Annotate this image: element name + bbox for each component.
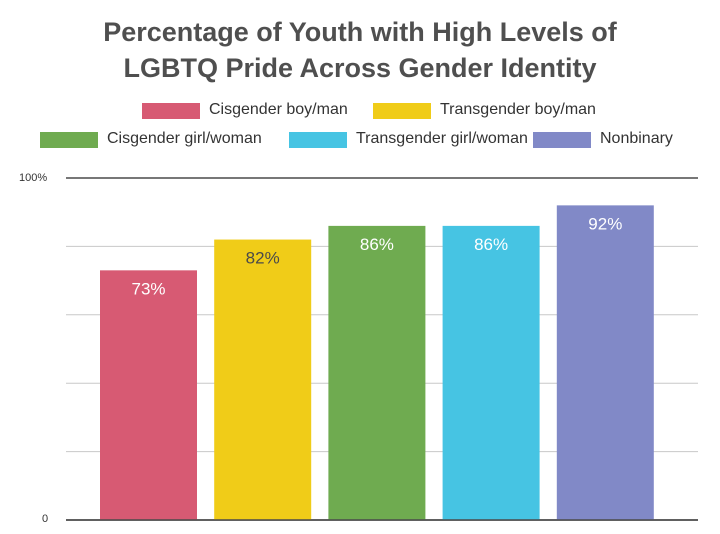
- y-axis: 100% 0: [19, 172, 48, 525]
- chart-title-line-1: Percentage of Youth with High Levels of: [103, 17, 617, 47]
- bar-4: [442, 225, 540, 520]
- y-tick-label-min: 0: [42, 513, 48, 525]
- bar-5: [556, 205, 654, 521]
- legend-swatch-cisgender-girl-woman: [40, 132, 98, 148]
- legend-label-transgender-girl-woman: Transgender girl/woman: [356, 130, 528, 147]
- bar-2: [214, 239, 312, 520]
- legend-swatch-cisgender-boy-man: [142, 103, 200, 119]
- y-tick-label-max: 100%: [19, 172, 47, 184]
- legend-label-cisgender-boy-man: Cisgender boy/man: [209, 101, 348, 118]
- bar-label-1: 73%: [131, 279, 165, 298]
- chart-title-line-2: LGBTQ Pride Across Gender Identity: [123, 53, 597, 83]
- bar-3: [328, 225, 426, 520]
- legend-label-transgender-boy-man: Transgender boy/man: [440, 101, 596, 118]
- bar-label-4: 86%: [474, 235, 508, 254]
- legend-swatch-transgender-boy-man: [373, 103, 431, 119]
- bar-label-3: 86%: [360, 235, 394, 254]
- legend-label-nonbinary: Nonbinary: [600, 130, 673, 147]
- bar-label-2: 82%: [246, 249, 280, 268]
- bars: 73% 82% 86% 86% 92%: [66, 205, 698, 521]
- legend-label-cisgender-girl-woman: Cisgender girl/woman: [107, 130, 262, 147]
- bar-label-5: 92%: [588, 214, 622, 233]
- legend-swatch-nonbinary: [533, 132, 591, 148]
- bar-1: [100, 270, 197, 520]
- chart-title: Percentage of Youth with High Levels of …: [0, 14, 720, 86]
- legend-swatch-transgender-girl-woman: [289, 132, 347, 148]
